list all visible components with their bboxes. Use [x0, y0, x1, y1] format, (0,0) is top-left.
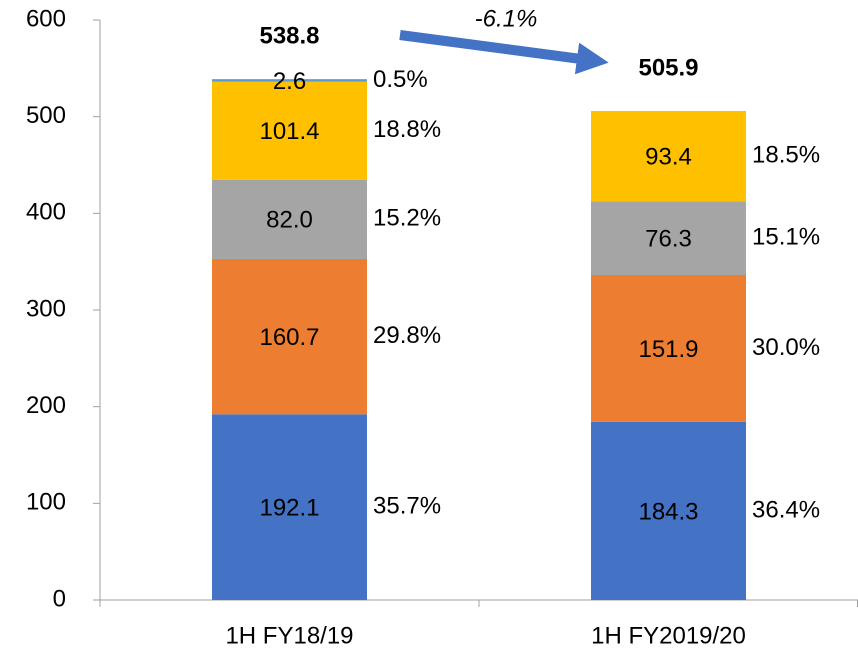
percent-label: 30.0%	[752, 334, 820, 361]
value-label: 160.7	[259, 324, 319, 351]
bar-segment	[591, 421, 746, 600]
change-annotation: -6.1%	[475, 5, 538, 32]
total-label: 505.9	[638, 54, 698, 81]
y-tick-label: 200	[26, 392, 66, 419]
percent-label: 18.5%	[752, 141, 820, 168]
percent-label: 29.8%	[373, 322, 441, 349]
value-label: 76.3	[645, 225, 692, 252]
value-label: 82.0	[266, 207, 313, 234]
percent-label: 36.4%	[752, 496, 820, 523]
total-label: 538.8	[259, 23, 319, 50]
x-tick-label: 1H FY2019/20	[591, 622, 746, 649]
value-label: 151.9	[638, 336, 698, 363]
value-label: 2.6	[273, 68, 306, 95]
value-label: 184.3	[638, 498, 698, 525]
percent-label: 15.2%	[373, 205, 441, 232]
bar-segment	[591, 201, 746, 276]
percent-label: 18.8%	[373, 116, 441, 143]
y-tick-label: 0	[53, 585, 66, 612]
percent-label: 15.1%	[752, 223, 820, 250]
y-tick-label: 500	[26, 102, 66, 129]
bar-segment	[212, 79, 367, 82]
bar-segment	[212, 258, 367, 415]
value-label: 101.4	[259, 118, 319, 145]
bar-segment	[212, 179, 367, 259]
bar-segment	[212, 81, 367, 180]
y-tick-label: 600	[26, 5, 66, 32]
bar-segment	[591, 275, 746, 422]
y-tick-label: 100	[26, 489, 66, 516]
percent-label: 0.5%	[373, 66, 428, 93]
value-label: 93.4	[645, 143, 692, 170]
y-tick-label: 300	[26, 295, 66, 322]
x-tick-label: 1H FY18/19	[225, 622, 353, 649]
change-arrow	[399, 30, 609, 75]
bar-segment	[212, 414, 367, 600]
percent-label: 35.7%	[373, 492, 441, 519]
y-tick-label: 400	[26, 199, 66, 226]
value-label: 192.1	[259, 494, 319, 521]
bar-segment	[591, 110, 746, 202]
